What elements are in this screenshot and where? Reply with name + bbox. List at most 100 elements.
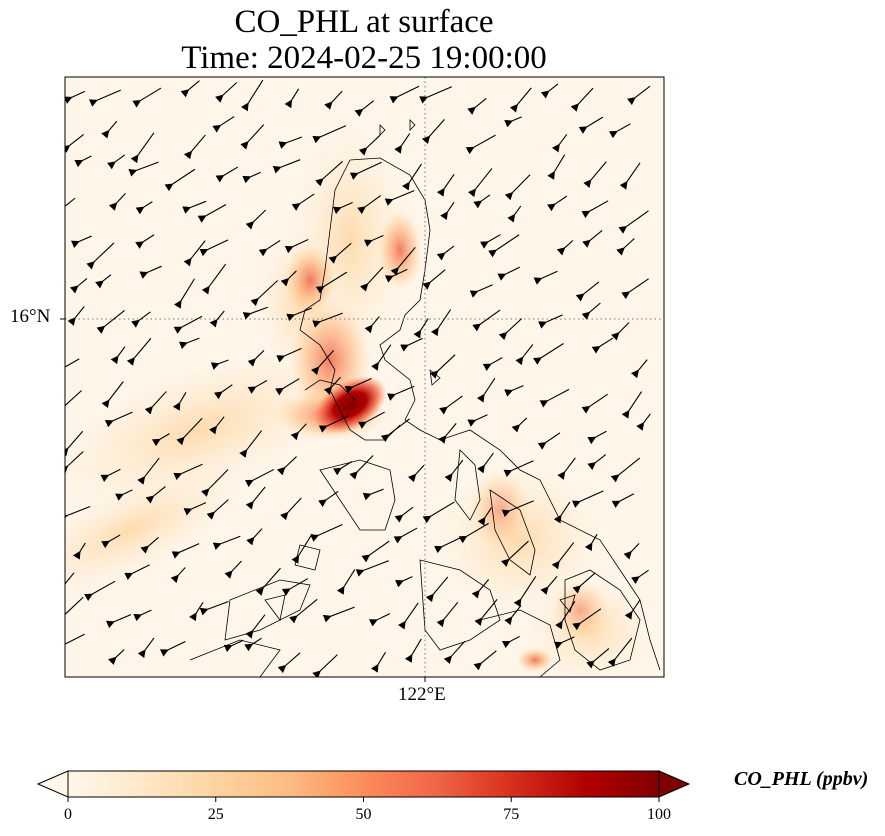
wind-arrow — [96, 310, 125, 334]
wind-arrow — [473, 650, 497, 671]
wind-arrow — [458, 522, 489, 544]
wind-arrow — [581, 302, 601, 320]
wind-arrow — [159, 640, 186, 657]
wind-arrow — [362, 488, 384, 501]
wind-arrow — [324, 90, 343, 110]
wind-arrow — [504, 385, 524, 397]
colorbar-tick-marks — [67, 797, 660, 802]
wind-arrow — [509, 87, 532, 113]
colorbar-bar — [67, 770, 660, 798]
wind-arrow — [627, 85, 651, 106]
wind-arrow — [538, 314, 563, 329]
wind-arrow — [183, 502, 207, 516]
wind-arrow — [476, 377, 496, 403]
wind-arrow — [176, 417, 203, 446]
wind-arrow — [108, 649, 125, 666]
map-subtitle-time: Time: 2024-02-25 19:00:00 — [181, 40, 547, 76]
wind-arrow — [115, 489, 133, 501]
wind-arrow — [610, 457, 641, 483]
wind-arrow — [533, 343, 564, 365]
wind-arrow — [224, 560, 242, 579]
wind-arrow — [358, 411, 385, 429]
wind-arrow — [101, 534, 121, 549]
wind-arrow — [180, 80, 200, 98]
wind-arrow — [587, 430, 607, 445]
wind-arrow — [624, 599, 641, 620]
wind-arrow — [74, 155, 92, 168]
wind-arrow — [387, 385, 415, 401]
wind-arrow — [84, 580, 116, 602]
wind-arrow — [201, 263, 227, 295]
wind-arrow — [578, 116, 604, 134]
wind-arrow — [631, 569, 649, 585]
wind-arrow — [104, 411, 133, 428]
wind-arrow — [393, 527, 418, 544]
wind-arrow — [65, 633, 85, 645]
wind-arrow — [70, 235, 92, 249]
wind-arrow — [421, 119, 445, 145]
wind-arrow — [570, 87, 594, 112]
map-panel[interactable] — [0, 0, 885, 700]
wind-arrow — [501, 635, 520, 649]
wind-arrow — [278, 136, 303, 149]
wind-arrow — [145, 486, 166, 504]
map-area[interactable] — [4, 77, 664, 680]
wind-arrow — [607, 637, 633, 667]
wind-arrow — [126, 337, 152, 366]
wind-arrow — [247, 350, 265, 367]
wind-arrow — [636, 413, 651, 431]
wind-arrow — [241, 79, 264, 112]
wind-arrow — [608, 123, 631, 139]
colorbar-tick-label: 0 — [64, 806, 72, 823]
wind-arrow — [312, 125, 347, 144]
wind-arrow — [419, 86, 452, 104]
wind-arrow — [389, 85, 420, 104]
wind-arrow — [361, 540, 390, 563]
wind-arrow — [404, 638, 422, 663]
wind-arrow — [497, 266, 521, 281]
wind-arrow — [507, 205, 522, 223]
wind-arrow — [586, 648, 610, 669]
wind-arrow — [310, 523, 343, 542]
wind-arrow — [504, 116, 522, 128]
wind-arrow — [482, 357, 503, 371]
wind-arrow — [140, 537, 159, 554]
wind-arrow — [151, 433, 170, 447]
wind-arrow — [280, 497, 302, 521]
wind-arrow — [173, 463, 203, 481]
wind-arrow — [369, 613, 391, 627]
wind-arrow — [286, 307, 313, 322]
wind-arrow — [618, 210, 649, 234]
wind-arrow — [583, 161, 607, 189]
wind-arrow — [380, 418, 410, 443]
wind-arrow — [422, 269, 446, 290]
wind-arrow — [272, 159, 301, 174]
wind-arrow — [199, 601, 229, 616]
wind-arrow — [255, 567, 281, 596]
wind-arrow — [488, 234, 520, 258]
wind-arrow — [318, 415, 350, 433]
wind-arrow — [318, 490, 339, 508]
wind-arrow — [616, 238, 635, 256]
colorbar — [36, 770, 691, 802]
wind-arrow — [513, 575, 537, 608]
wind-arrow — [467, 168, 493, 198]
wind-arrow — [328, 242, 352, 264]
wind-arrow — [438, 422, 457, 444]
wind-arrow — [571, 490, 604, 508]
wind-arrow — [65, 596, 84, 622]
wind-arrow — [242, 306, 268, 320]
wind-arrow — [107, 154, 126, 170]
map-frame — [64, 76, 665, 678]
wind-arrow — [539, 388, 570, 408]
wind-arrow — [164, 168, 196, 192]
wind-arrow — [503, 460, 534, 478]
wind-arrow — [436, 601, 459, 628]
wind-vectors — [65, 79, 651, 677]
wind-arrow — [240, 124, 265, 150]
lon-gridline-label: 122°E — [398, 684, 446, 705]
wind-arrow — [65, 572, 75, 585]
wind-arrow — [551, 133, 568, 153]
wind-arrow — [291, 533, 313, 564]
wind-arrow — [215, 166, 239, 183]
